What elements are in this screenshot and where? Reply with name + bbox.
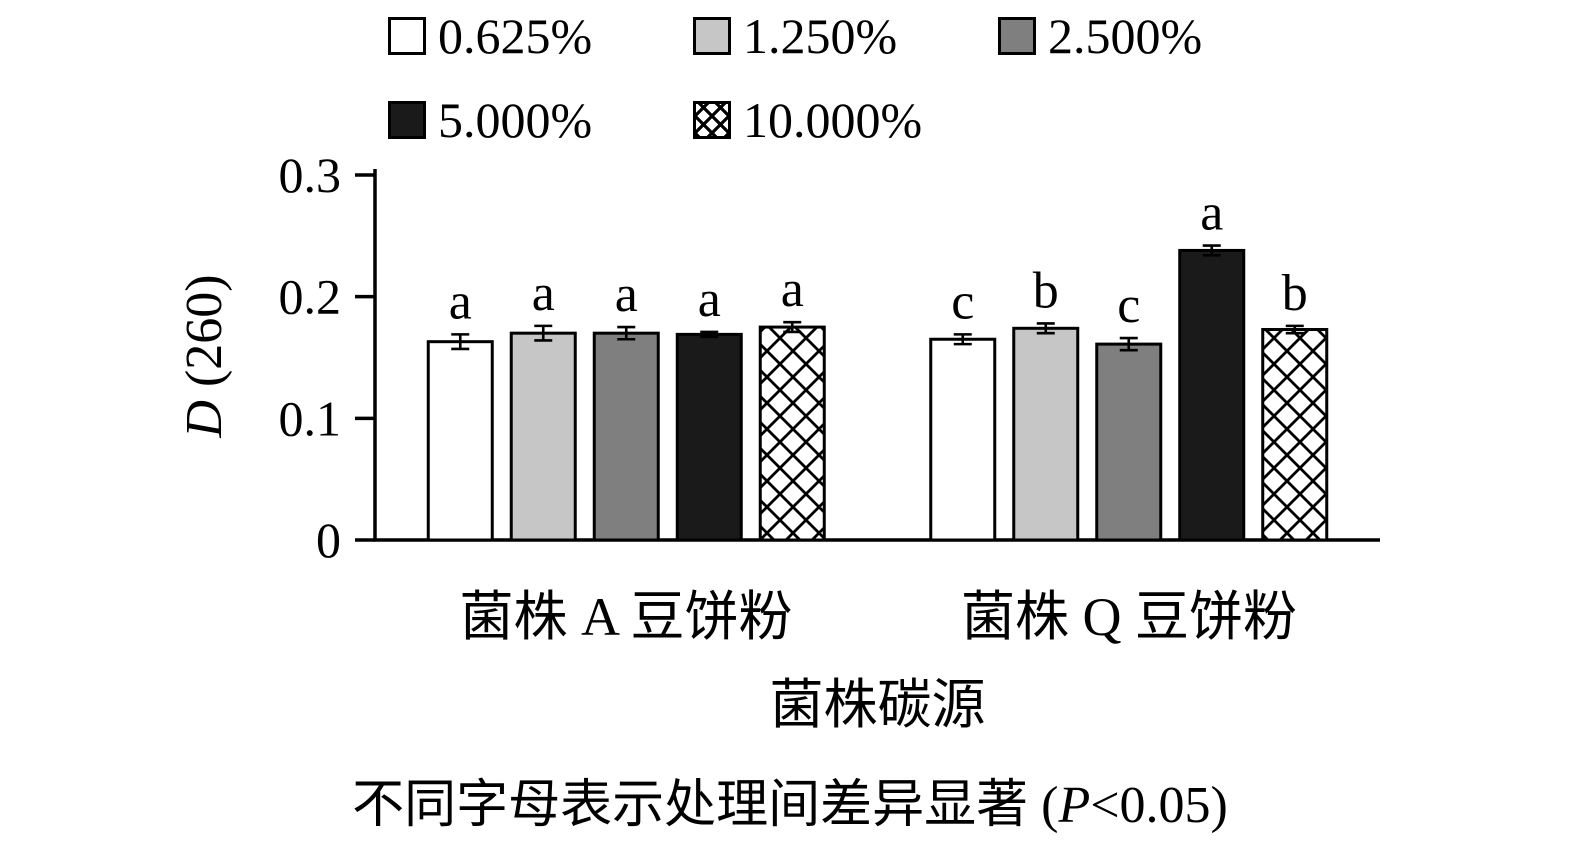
footnote-suffix: <0.05) bbox=[1090, 777, 1228, 834]
significance-letter: c bbox=[1117, 277, 1140, 334]
error-bar bbox=[617, 325, 636, 341]
legend-label: 2.500% bbox=[1048, 8, 1203, 64]
chart-legend: 0.625% 1.250% 2.500% 5.000% 10.000% bbox=[388, 8, 1303, 148]
legend-label: 0.625% bbox=[438, 8, 593, 64]
error-bar bbox=[783, 320, 802, 334]
bar-2.500%-group1 bbox=[1095, 342, 1163, 542]
bar-5.000%-group0 bbox=[675, 332, 743, 542]
significance-letter: a bbox=[532, 265, 555, 322]
significance-letter: a bbox=[1200, 185, 1223, 242]
legend-item: 1.250% bbox=[693, 8, 998, 64]
category-label-strain-q: 菌株 Q 豆饼粉 bbox=[961, 587, 1297, 647]
legend-item: 2.500% bbox=[998, 8, 1303, 64]
bar-10.000%-group1 bbox=[1261, 328, 1329, 542]
legend-item: 5.000% bbox=[388, 92, 693, 148]
bar-5.000%-group1 bbox=[1178, 248, 1246, 542]
y-tick-label: 0.2 bbox=[279, 269, 342, 325]
bar-1.250%-group0 bbox=[509, 331, 577, 542]
y-axis-label: D (260) bbox=[175, 206, 235, 506]
significance-letter: c bbox=[951, 273, 974, 330]
category-label-strain-a: 菌株 A 豆饼粉 bbox=[459, 587, 793, 647]
error-bar bbox=[700, 330, 719, 339]
error-bar bbox=[1036, 322, 1055, 335]
error-bar bbox=[953, 333, 972, 346]
legend-swatch-lightgray bbox=[693, 17, 731, 55]
legend-label: 1.250% bbox=[743, 8, 898, 64]
footnote-stat: P bbox=[1058, 777, 1091, 834]
legend-swatch-darkgray bbox=[998, 17, 1036, 55]
significance-letter: a bbox=[615, 266, 638, 323]
bar-2.500%-group0 bbox=[592, 331, 660, 542]
legend-label: 10.000% bbox=[743, 92, 923, 148]
legend-item: 0.625% bbox=[388, 8, 693, 64]
bar-1.250%-group1 bbox=[1012, 326, 1080, 542]
error-bar bbox=[534, 324, 553, 342]
bar-0.625%-group1 bbox=[929, 337, 997, 542]
error-bar bbox=[1202, 244, 1221, 257]
legend-item: 10.000% bbox=[693, 92, 998, 148]
significance-letter: b bbox=[1033, 262, 1059, 319]
y-tick-label: 0.3 bbox=[279, 147, 342, 203]
significance-letter: a bbox=[449, 273, 472, 330]
y-axis-label-italic: D bbox=[176, 400, 233, 438]
significance-letter: a bbox=[781, 261, 804, 318]
significance-footnote: 不同字母表示处理间差异显著 (P<0.05) bbox=[90, 762, 1490, 837]
y-axis-label-rest: (260) bbox=[176, 274, 233, 401]
error-bar bbox=[451, 333, 470, 351]
bar-0.625%-group0 bbox=[426, 340, 494, 542]
legend-swatch-black bbox=[388, 101, 426, 139]
x-axis-label: 菌株碳源 bbox=[769, 675, 986, 735]
significance-letter: b bbox=[1282, 265, 1308, 322]
bar-10.000%-group0 bbox=[758, 325, 826, 542]
error-bar bbox=[1119, 336, 1138, 352]
footnote-prefix: 不同字母表示处理间差异显著 ( bbox=[352, 777, 1059, 834]
legend-swatch-crosshatch bbox=[693, 101, 731, 139]
y-tick-label: 0.1 bbox=[279, 390, 342, 446]
significance-letter: a bbox=[698, 271, 721, 328]
legend-label: 5.000% bbox=[438, 92, 593, 148]
y-tick-label: 0 bbox=[316, 512, 341, 568]
legend-swatch-white bbox=[388, 17, 426, 55]
error-bar bbox=[1285, 324, 1304, 335]
